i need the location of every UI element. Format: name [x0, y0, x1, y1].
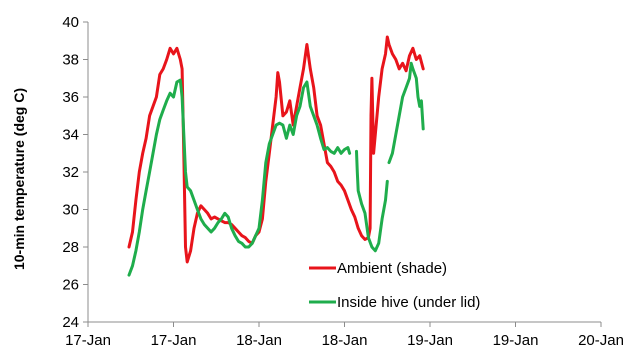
series-layer	[127, 35, 425, 277]
legend: Ambient (shade) Inside hive (under lid)	[309, 260, 480, 311]
y-tick-label: 32	[62, 164, 79, 181]
y-tick-label: 36	[62, 89, 79, 106]
y-tick-label: 40	[62, 14, 79, 31]
series-line-ambient	[127, 35, 425, 264]
x-tick-label: 17-Jan	[151, 332, 197, 349]
y-tick-label: 38	[62, 52, 79, 69]
y-axis-title: 10-min temperature (deg C)	[11, 88, 27, 270]
x-tick-label: 17-Jan	[65, 332, 111, 349]
x-tick-label: 20-Jan	[578, 332, 624, 349]
legend-label: Inside hive (under lid)	[337, 294, 480, 311]
x-tick-label: 19-Jan	[493, 332, 539, 349]
x-tick-label: 18-Jan	[322, 332, 368, 349]
y-tick-label: 34	[62, 127, 79, 144]
y-tick-label: 30	[62, 202, 79, 219]
y-tick-label: 24	[62, 314, 79, 331]
y-tick-label: 28	[62, 239, 79, 256]
series-line-inside-hive	[127, 61, 425, 277]
x-tick-label: 18-Jan	[236, 332, 282, 349]
y-tick-label: 26	[62, 277, 79, 294]
axes: 24 26 28 30 32 34 36 38 40 17-Jan 17-Jan 18-Jan 18-J…	[62, 14, 624, 349]
legend-label: Ambient (shade)	[337, 260, 447, 277]
x-tick-label: 19-Jan	[407, 332, 453, 349]
